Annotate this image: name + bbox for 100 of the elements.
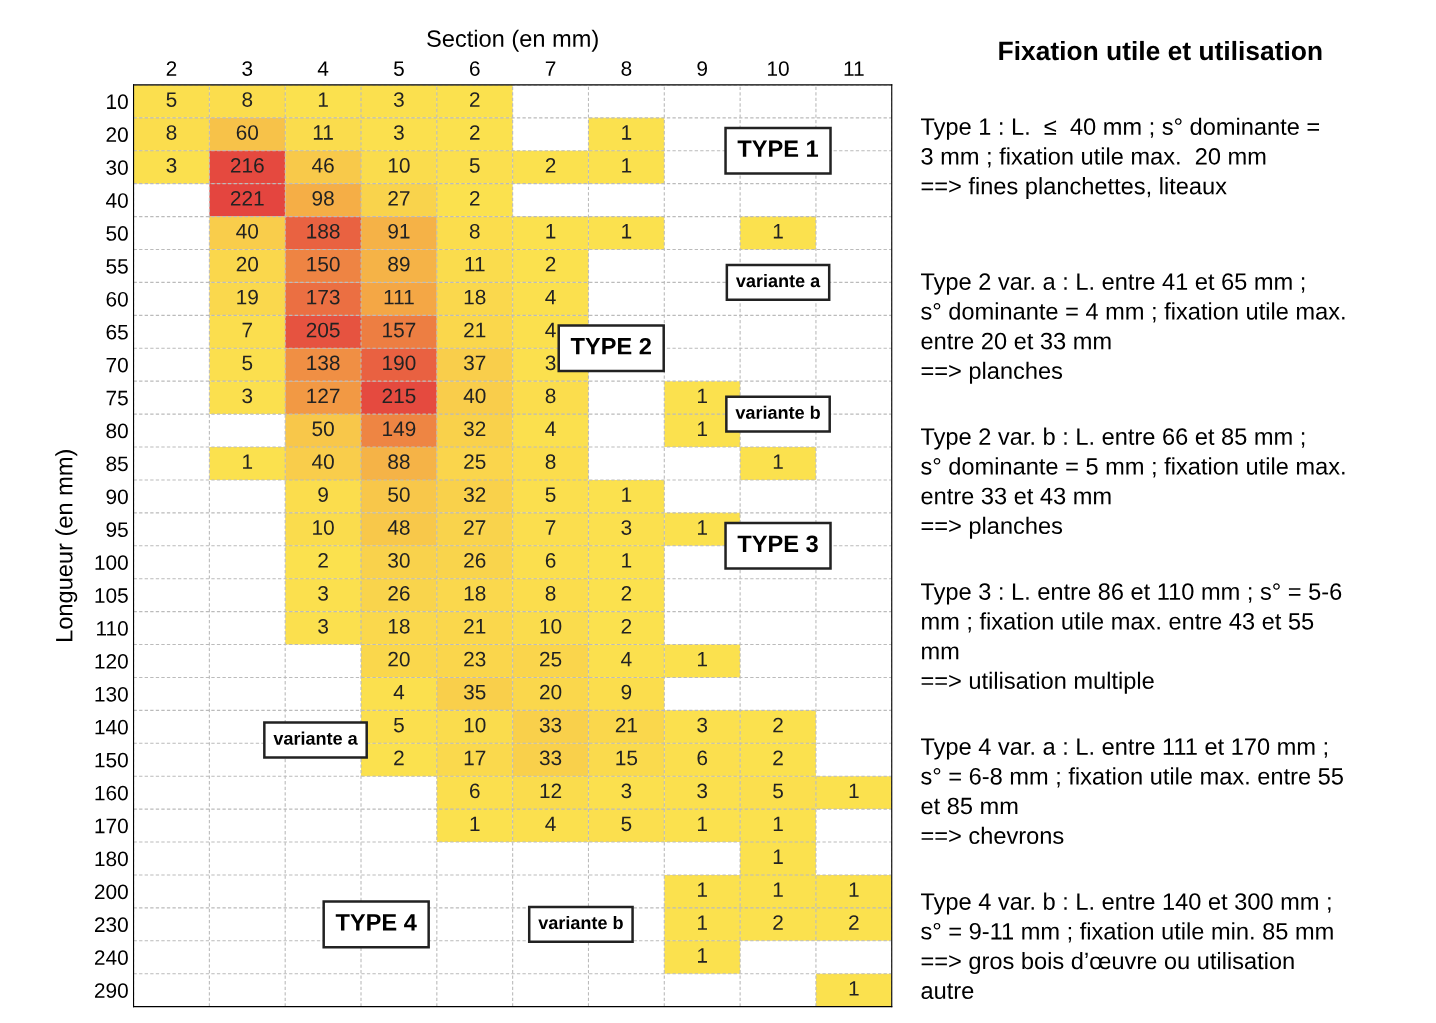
y-tick-label: 110 [97,621,128,636]
data-label: 2 [773,750,783,766]
data-label: 50 [312,421,334,437]
data-label: 32 [463,421,486,437]
data-label: 6 [470,783,480,799]
data-label: 205 [306,322,340,338]
data-label: 1 [698,652,707,667]
data-label: 221 [230,190,264,206]
y-tick-label: 95 [106,522,128,538]
annotation: variante a [273,731,358,745]
data-label: 188 [307,223,340,239]
data-label: 3 [318,585,328,601]
y-tick-label: 120 [95,653,128,669]
data-label: 1 [622,125,632,140]
data-label: 46 [311,158,334,173]
data-label: 20 [540,684,562,700]
data-label: 2 [394,750,404,766]
data-label: 8 [545,454,556,470]
data-label: 8 [545,585,556,601]
data-label: 88 [388,454,410,470]
y-tick-label: 140 [95,719,128,735]
data-label: 7 [242,322,253,338]
y-tick-label: 70 [106,357,128,373]
data-label: 33 [539,717,562,733]
data-label: 3 [621,520,632,535]
annotation: TYPE 2 [570,337,651,355]
data-label: 1 [849,783,859,799]
data-label: 30 [388,553,410,568]
text: Type 2 var. b : L. entre 66 et 85 mm ; s° dominante = 5 mm ; fixation utile max. entre 33 et 43 mm ==> planches [921,427,1345,539]
data-label: 9 [318,487,328,502]
data-label: 5 [242,355,253,371]
x-tick-label: 7 [545,61,556,76]
data-label: 3 [318,618,328,634]
data-label: 3 [242,388,253,404]
data-label: 60 [236,125,259,140]
y-tick-label: 50 [106,226,128,241]
data-label: 2 [621,618,632,634]
data-label: 1 [243,454,253,469]
data-label: 2 [849,915,859,930]
y-tick-label: 85 [106,456,128,472]
data-label: 40 [311,454,334,470]
data-label: 26 [388,585,410,601]
x-tick-label: 11 [844,61,864,76]
y-tick-label: 230 [94,917,128,933]
data-label: 1 [849,981,859,996]
data-label: 20 [388,651,410,667]
annotation: TYPE 3 [737,535,818,553]
data-label: 1 [622,553,632,568]
text: Fixation utile et utilisation [999,40,1322,61]
data-label: 1 [773,454,783,469]
data-label: 1 [622,487,632,502]
data-label: 18 [464,585,486,601]
y-tick-label: 75 [106,390,128,406]
data-label: 1 [698,388,707,404]
data-label: 7 [545,520,556,535]
data-label: 3 [545,355,556,371]
annotation: TYPE 1 [737,140,819,157]
data-label: 2 [545,158,556,173]
y-tick-label: 60 [106,291,128,307]
data-label: 8 [166,125,177,140]
data-label: 19 [237,289,258,305]
x-tick-label: 10 [768,61,789,76]
data-label: 1 [773,882,783,897]
x-tick-label: 6 [470,61,480,76]
data-label: 10 [464,717,486,733]
data-label: 1 [622,224,632,239]
y-tick-label: 100 [95,555,128,570]
data-label: 8 [545,388,556,404]
data-label: 1 [698,948,707,963]
data-label: 215 [382,388,416,404]
y-tick-label: 20 [106,127,128,143]
data-label: 4 [545,816,556,831]
data-label: 2 [545,256,556,272]
text: Type 2 var. a : L. entre 41 et 65 mm ; s° dominante = 4 mm ; fixation utile max. entre 20 et 33 mm ==> planches [921,273,1345,384]
y-tick-label: 180 [95,851,128,867]
data-label: 26 [464,553,486,568]
data-label: 3 [697,717,708,733]
data-label: 20 [236,256,259,272]
data-label: 127 [307,388,340,404]
data-label: 11 [465,257,485,272]
data-label: 5 [166,92,177,107]
data-label: 2 [621,585,632,601]
data-label: 2 [470,125,480,140]
data-label: 10 [540,618,562,634]
x-tick-label: 9 [697,61,708,76]
text: Type 4 var. b : L. entre 140 et 300 mm ; s° = 9-11 mm ; fixation utile min. 85 mm ==> gros bois d’œuvre ou utilisation autre [921,892,1333,1000]
y-tick-label: 40 [105,193,128,208]
data-label: 37 [463,355,486,371]
data-label: 18 [464,289,486,305]
data-label: 2 [318,553,328,568]
y-tick-label: 150 [95,752,128,768]
data-label: 21 [464,618,486,634]
data-label: 1 [622,158,632,173]
data-label: 6 [545,553,556,568]
y-tick-label: 80 [106,423,128,439]
y-tick-label: 240 [94,950,128,966]
data-label: 8 [469,223,480,239]
data-label: 91 [388,223,410,239]
data-label: 5 [773,783,783,799]
data-label: 1 [773,816,783,831]
